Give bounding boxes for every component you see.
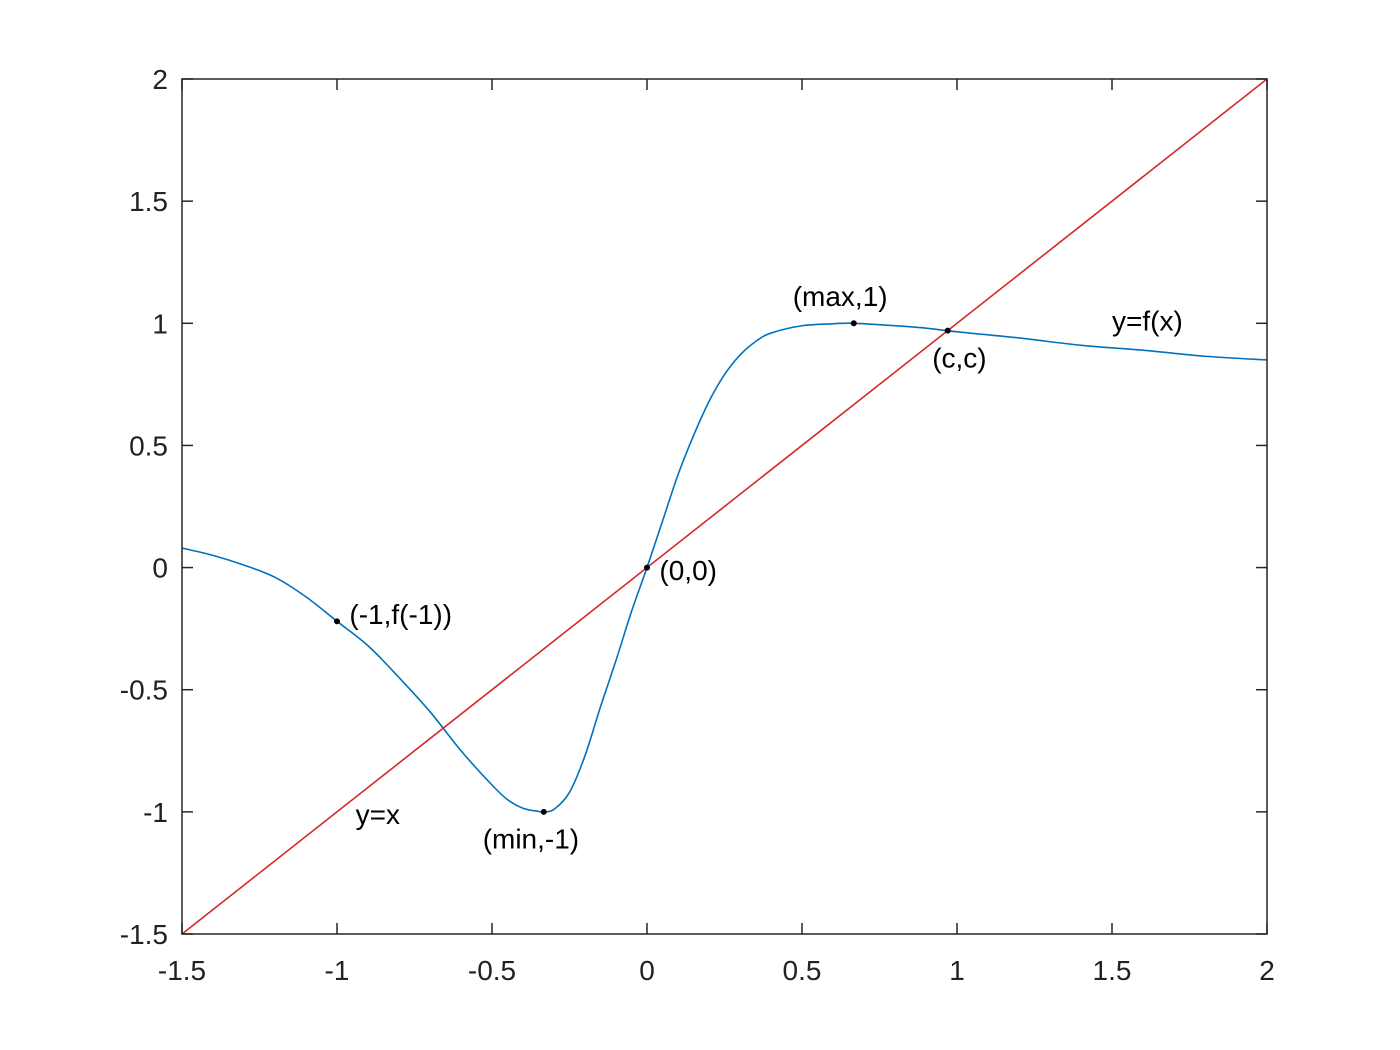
- x-tick-label: 0.5: [783, 955, 822, 986]
- annotation-4: (-1,f(-1)): [349, 599, 452, 630]
- marked-point-3: [334, 618, 340, 625]
- x-tick-label: 1: [949, 955, 965, 986]
- y-tick-label: -1.5: [120, 919, 168, 950]
- series-line-1: [182, 79, 1267, 934]
- axes-box: [181, 78, 1268, 935]
- y-tick-label: 0.5: [129, 430, 168, 461]
- y-axis: -1.5 -1 -0.5 0 0.5 1 1.5 2: [120, 64, 1267, 950]
- x-tick-label: -1: [325, 955, 350, 986]
- annotation-6: (min,-1): [483, 824, 579, 855]
- y-tick-label: 2: [152, 64, 168, 95]
- x-axis: -1.5 -1 -0.5 0 0.5 1 1.5 2: [158, 79, 1275, 986]
- marked-point-4: [540, 808, 547, 815]
- series-layer: [182, 79, 1267, 934]
- points-layer: [334, 320, 951, 815]
- annotation-2: y=f(x): [1112, 306, 1183, 337]
- y-tick-label: 1: [152, 308, 168, 339]
- x-tick-label: 1.5: [1093, 955, 1132, 986]
- series-line-0: [182, 322, 1267, 813]
- annotation-5: y=x: [356, 799, 400, 830]
- x-tick-label: 2: [1259, 955, 1275, 986]
- marked-point-2: [644, 564, 650, 571]
- y-tick-label: -1: [143, 797, 168, 828]
- annotations-layer: (max,1) (c,c) y=f(x) (0,0) (-1,f(-1)) y=x (min…: [349, 281, 1182, 854]
- x-tick-label: -1.5: [158, 955, 206, 986]
- marked-point-0: [850, 320, 857, 327]
- plot-area: (max,1) (c,c) y=f(x) (0,0) (-1,f(-1)) y=x (min…: [182, 79, 1267, 934]
- y-tick-label: 1.5: [129, 186, 168, 217]
- annotation-1: (c,c): [932, 342, 986, 373]
- marked-point-1: [944, 327, 951, 334]
- x-tick-label: -0.5: [468, 955, 516, 986]
- y-tick-label: -0.5: [120, 675, 168, 706]
- x-tick-label: 0: [639, 955, 655, 986]
- y-tick-label: 0: [152, 553, 168, 584]
- annotation-0: (max,1): [793, 281, 888, 312]
- annotation-3: (0,0): [659, 555, 717, 586]
